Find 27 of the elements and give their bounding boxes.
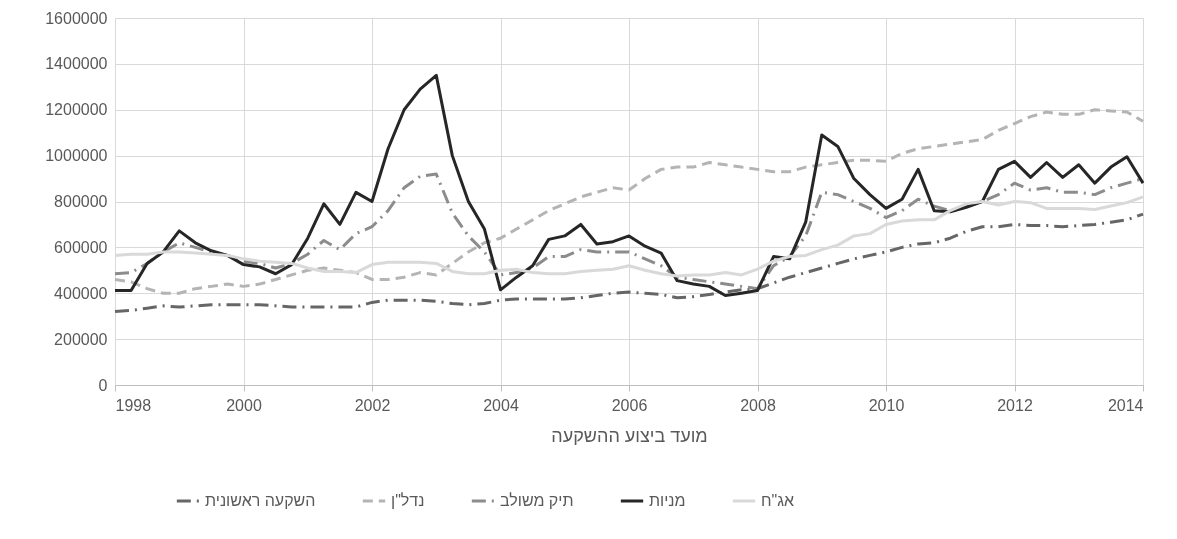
y-tick-label: 400000: [54, 284, 108, 302]
x-tick-label: 2014: [1107, 396, 1144, 414]
legend-label: השקעה ראשונית: [205, 492, 316, 509]
x-tick-label: 2002: [354, 396, 391, 414]
x-tick-label: 2004: [483, 396, 519, 414]
y-tick-label: 200000: [54, 330, 108, 348]
y-tick-label: 0: [98, 376, 108, 394]
y-tick-label: 800000: [54, 193, 108, 210]
x-tick-label: 2006: [611, 396, 648, 414]
x-tick-label: 1998: [115, 396, 152, 414]
legend-label: מניות: [649, 492, 686, 509]
y-tick-label: 1000000: [45, 147, 108, 165]
legend-label: תיק משולב: [500, 492, 574, 509]
x-axis-title: מועד ביצוע ההשקעה: [551, 425, 708, 446]
x-tick-label: 2008: [740, 396, 776, 414]
legend-label: אג"ח: [761, 492, 795, 509]
y-tick-label: 1400000: [45, 55, 108, 73]
line-series: [113, 73, 1145, 298]
x-tick-label: 2000: [226, 396, 262, 414]
x-tick-label: 2010: [868, 396, 905, 414]
legend-label: נדל"ן: [391, 492, 425, 509]
y-tick-label: 1200000: [45, 101, 108, 119]
y-tick-label: 600000: [54, 238, 108, 256]
y-tick-label: 1600000: [45, 9, 108, 27]
line-series: [113, 108, 1145, 295]
x-tick-label: 2012: [997, 396, 1033, 414]
line-series: [113, 212, 1145, 314]
